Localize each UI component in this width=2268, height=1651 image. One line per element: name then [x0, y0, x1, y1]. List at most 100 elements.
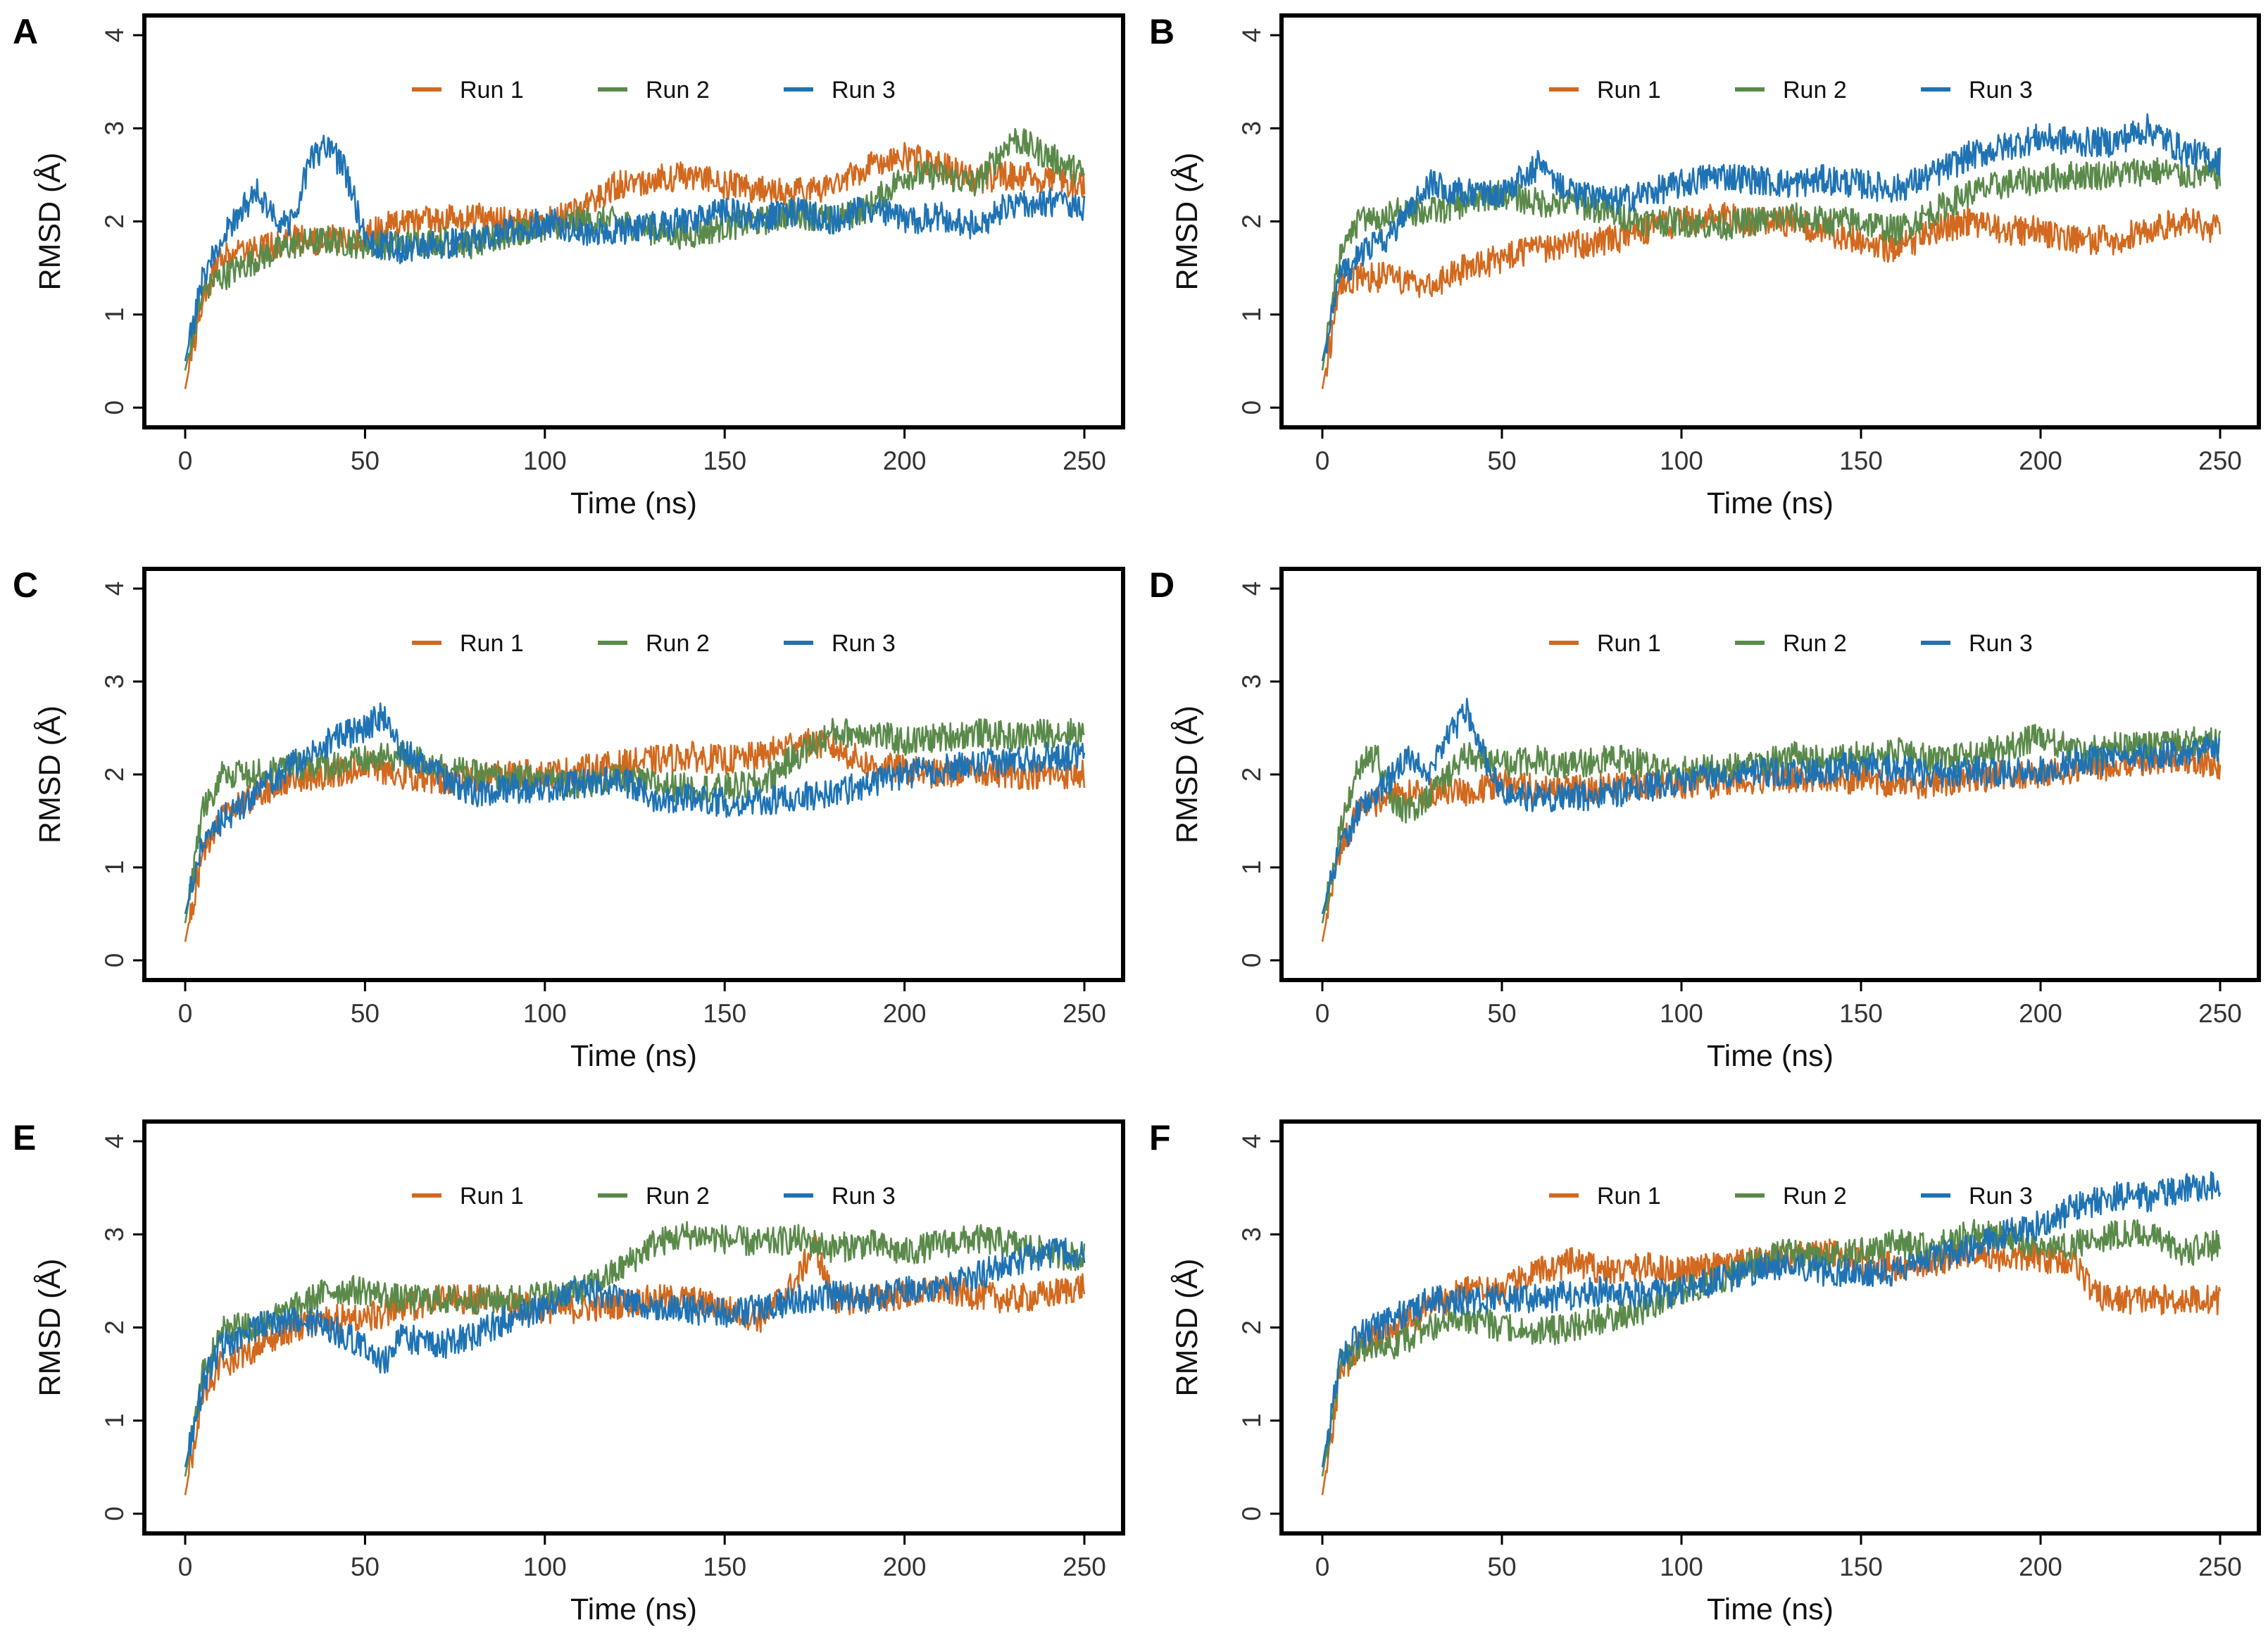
legend-label-run1: Run 1	[1597, 77, 1661, 103]
panel-letter-f: F	[1149, 1118, 1171, 1157]
y-tick-label: 3	[100, 1227, 129, 1242]
x-tick-label: 100	[1660, 999, 1703, 1028]
x-tick-label: 200	[883, 999, 927, 1028]
series-line-run3	[184, 134, 1086, 362]
panel-letter-d: D	[1149, 565, 1174, 605]
y-tick-label: 0	[1237, 1507, 1266, 1521]
panel-d: D 0 1 2 3 4 0 50 100 150 200 250 Time (ns) RMSD (Å) Ru…	[1149, 565, 2261, 1073]
x-axis-label: Time (ns)	[1707, 1593, 1834, 1626]
x-tick-label: 200	[883, 1552, 927, 1581]
legend-label-run1: Run 1	[460, 630, 524, 657]
y-tick-label: 2	[1237, 214, 1266, 229]
legend-label-run2: Run 2	[646, 1183, 710, 1210]
y-tick-label: 4	[100, 28, 129, 43]
legend-label-run1: Run 1	[460, 77, 524, 103]
x-tick-label: 100	[1660, 1552, 1703, 1581]
series-line-run1	[1321, 744, 2222, 942]
legend-label-run2: Run 2	[646, 630, 710, 657]
x-tick-label: 250	[1063, 999, 1106, 1028]
y-tick-label: 1	[1237, 1413, 1266, 1428]
panel-b: B 0 1 2 3 4 0 50 100 150 200 250 Time (ns) RMSD (Å) Ru…	[1149, 12, 2261, 520]
legend-label-run3: Run 3	[832, 77, 896, 103]
y-tick-label: 4	[1237, 582, 1266, 596]
series-line-run1	[1321, 201, 2222, 389]
x-tick-label: 200	[2019, 446, 2062, 475]
x-tick-label: 100	[523, 1552, 567, 1581]
x-tick-label: 200	[2019, 1552, 2062, 1581]
series-line-run2	[184, 1221, 1086, 1477]
x-tick-label: 250	[2198, 999, 2242, 1028]
legend-label-run3: Run 3	[1969, 77, 2033, 103]
y-tick-label: 2	[1237, 1320, 1266, 1335]
y-axis-label: RMSD (Å)	[1170, 153, 1204, 291]
panel-f: F 0 1 2 3 4 0 50 100 150 200 250 Time (ns) RMSD (Å) Ru…	[1149, 1118, 2261, 1626]
legend-label-run1: Run 1	[1597, 1183, 1661, 1210]
legend-label-run2: Run 2	[1783, 77, 1847, 103]
x-tick-label: 100	[523, 999, 567, 1028]
x-tick-label: 150	[1839, 446, 1883, 475]
x-tick-label: 250	[1063, 1552, 1106, 1581]
y-tick-label: 3	[1237, 1227, 1266, 1242]
legend-label-run3: Run 3	[832, 1183, 896, 1210]
y-axis-label: RMSD (Å)	[33, 705, 67, 843]
series-line-run3	[184, 1237, 1086, 1468]
panel-c: C 0 1 2 3 4 0 50 100 150 200 250 Time (ns) RMSD (Å) Ru…	[13, 565, 1125, 1073]
x-tick-label: 0	[178, 446, 193, 475]
x-axis-label: Time (ns)	[570, 1039, 697, 1073]
y-tick-label: 2	[100, 214, 129, 229]
panel-letter-a: A	[13, 12, 38, 51]
x-tick-label: 150	[703, 999, 746, 1028]
x-tick-label: 100	[523, 446, 567, 475]
series-line-run2	[184, 717, 1085, 924]
legend-label-run3: Run 3	[1969, 1183, 2033, 1210]
y-tick-label: 1	[1237, 860, 1266, 875]
x-tick-label: 200	[883, 446, 927, 475]
x-tick-label: 0	[178, 999, 193, 1028]
y-tick-label: 4	[1237, 28, 1266, 43]
x-tick-label: 50	[1487, 1552, 1516, 1581]
x-tick-label: 0	[1315, 446, 1330, 475]
x-tick-label: 50	[351, 446, 380, 475]
y-tick-label: 3	[100, 674, 129, 689]
x-tick-label: 250	[2198, 446, 2242, 475]
x-tick-label: 0	[1315, 1552, 1330, 1581]
y-tick-label: 0	[100, 1507, 129, 1521]
y-axis-label: RMSD (Å)	[1170, 705, 1204, 843]
series-line-run2	[1321, 1219, 2222, 1477]
series-line-run1	[184, 142, 1086, 389]
y-tick-label: 3	[1237, 121, 1266, 136]
y-axis-label: RMSD (Å)	[1170, 1259, 1204, 1397]
legend-label-run1: Run 1	[460, 1183, 524, 1210]
x-tick-label: 50	[351, 999, 380, 1028]
legend-label-run3: Run 3	[1969, 630, 2033, 657]
x-tick-label: 150	[1839, 1552, 1883, 1581]
x-tick-label: 150	[703, 1552, 746, 1581]
y-tick-label: 4	[100, 1134, 129, 1149]
y-tick-label: 1	[100, 1413, 129, 1428]
y-tick-label: 4	[100, 582, 129, 596]
y-tick-label: 1	[100, 860, 129, 875]
panel-e: E 0 1 2 3 4 0 50 100 150 200 250 Time (ns) RMSD (Å) Ru…	[13, 1118, 1125, 1626]
legend-label-run2: Run 2	[1783, 630, 1847, 657]
x-tick-label: 50	[1487, 446, 1516, 475]
x-tick-label: 250	[1063, 446, 1106, 475]
legend-label-run1: Run 1	[1597, 630, 1661, 657]
x-axis-label: Time (ns)	[1707, 486, 1834, 520]
y-tick-label: 2	[1237, 767, 1266, 782]
x-axis-label: Time (ns)	[1707, 1039, 1834, 1073]
series-line-run3	[184, 702, 1086, 915]
series-line-run1	[184, 1231, 1086, 1495]
y-tick-label: 2	[100, 767, 129, 782]
x-tick-label: 250	[2198, 1552, 2242, 1581]
y-tick-label: 1	[1237, 307, 1266, 322]
x-tick-label: 150	[703, 446, 746, 475]
y-tick-label: 0	[1237, 953, 1266, 968]
legend-label-run2: Run 2	[646, 77, 710, 103]
x-tick-label: 50	[351, 1552, 380, 1581]
series-line-run1	[1321, 1238, 2222, 1495]
x-axis-label: Time (ns)	[570, 486, 697, 520]
y-tick-label: 1	[100, 307, 129, 322]
legend-label-run3: Run 3	[832, 630, 896, 657]
y-tick-label: 0	[100, 953, 129, 968]
